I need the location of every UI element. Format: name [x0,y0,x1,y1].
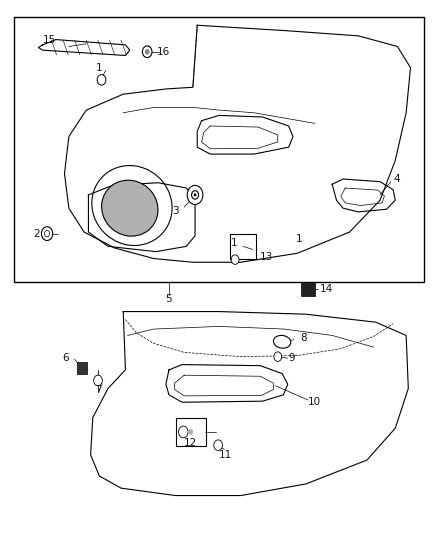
Text: 11: 11 [219,450,232,460]
Text: 1: 1 [296,234,303,244]
Text: 12: 12 [184,438,198,448]
Bar [230,233,255,259]
Circle shape [42,227,53,240]
Ellipse shape [273,335,291,348]
Text: 5: 5 [166,294,172,304]
Circle shape [97,75,106,85]
Text: 7: 7 [95,384,101,394]
Text: 4: 4 [393,174,400,184]
Text: 3: 3 [172,206,179,216]
Text: 10: 10 [307,397,321,407]
Text: 1: 1 [96,63,102,72]
Circle shape [194,193,196,197]
Circle shape [94,375,102,386]
Text: 2: 2 [33,229,39,239]
Text: 6: 6 [63,353,69,362]
Ellipse shape [102,180,158,236]
Bar [14,17,424,282]
Text: 8: 8 [300,333,307,343]
Bar [176,418,205,446]
Text: 14: 14 [320,284,334,294]
Circle shape [187,185,203,205]
Circle shape [45,230,49,237]
Circle shape [145,49,149,54]
Circle shape [231,255,239,264]
Circle shape [188,429,193,434]
Circle shape [191,191,198,199]
Text: 9: 9 [289,353,295,362]
Circle shape [214,440,223,450]
Text: 16: 16 [157,47,170,56]
Circle shape [179,426,188,438]
Circle shape [274,352,282,361]
Text: 13: 13 [259,252,272,262]
Bar [77,362,87,374]
Text: 15: 15 [42,35,56,45]
Circle shape [142,46,152,58]
Text: 1: 1 [231,238,237,248]
Bar [301,282,315,296]
